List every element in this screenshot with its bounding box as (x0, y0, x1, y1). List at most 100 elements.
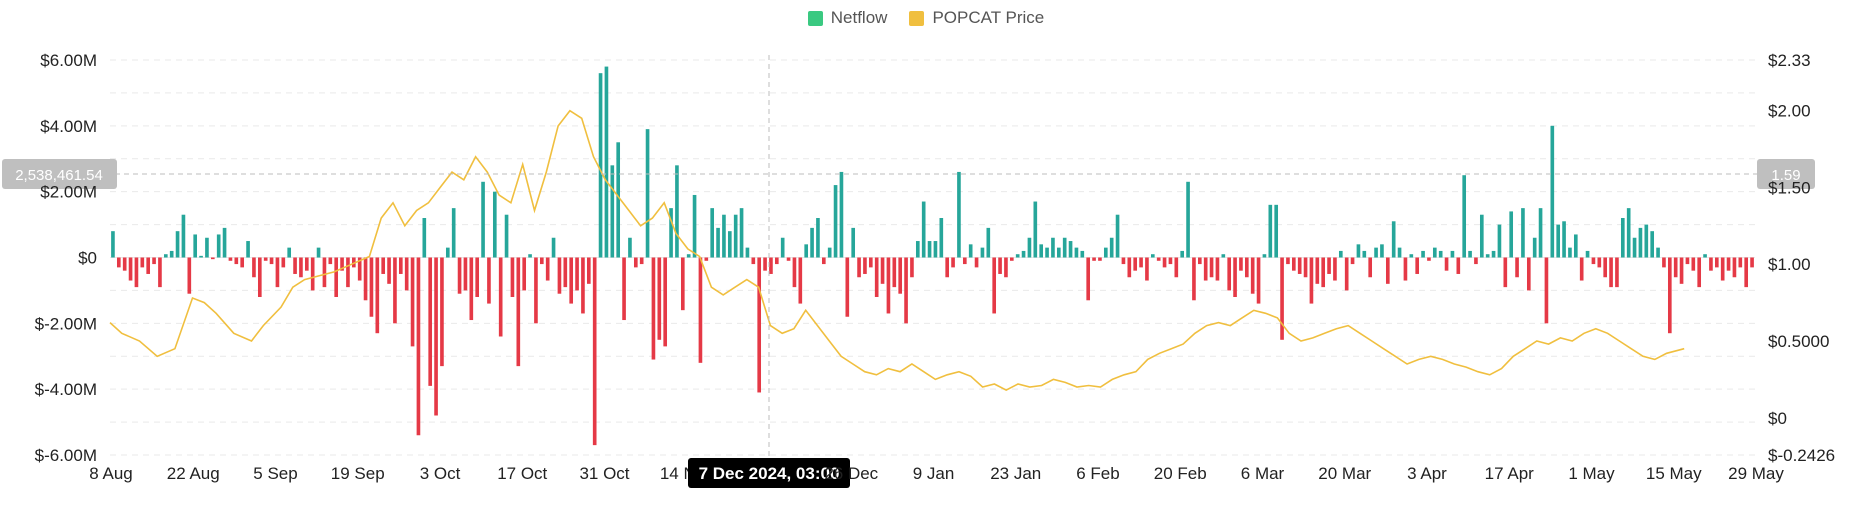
netflow-bar (1432, 247, 1437, 258)
netflow-bar (234, 257, 239, 265)
netflow-bar (428, 257, 433, 386)
netflow-bar (986, 227, 991, 258)
netflow-bar (1485, 254, 1490, 258)
x-axis: 8 Aug 22 Aug 5 Sep 19 Sep 3 Oct 17 Oct 31 Oct 1… (89, 458, 1784, 488)
netflow-bar (569, 257, 574, 304)
netflow-bar (504, 214, 509, 258)
netflow-bar (915, 241, 920, 258)
netflow-bar (1180, 250, 1185, 258)
netflow-bar (1738, 257, 1743, 268)
netflow-bar (269, 257, 274, 265)
netflow-bar (1415, 257, 1420, 274)
netflow-bar (951, 257, 955, 268)
netflow-bar (927, 241, 932, 258)
netflow-bar (874, 257, 879, 297)
netflow-bar (1732, 257, 1737, 278)
netflow-bar (1209, 257, 1214, 278)
netflow-bar (1256, 257, 1261, 304)
y-left-tick-label: $2.00M (40, 183, 97, 202)
netflow-bar (299, 257, 303, 278)
netflow-bar (487, 257, 491, 304)
y-right-tick-label: $1.50 (1768, 178, 1811, 197)
netflow-bar (481, 181, 485, 258)
netflow-bar (1021, 250, 1026, 258)
netflow-bar (1538, 208, 1543, 258)
netflow-bar (1133, 257, 1138, 271)
netflow-bar (492, 191, 497, 258)
y-axis-left: $6.00M $4.00M $2.00M $0 $-2.00M $-4.00M $-6.00… (35, 51, 97, 465)
netflow-bar (1709, 257, 1713, 271)
netflow-bar (1620, 218, 1625, 258)
netflow-bar (346, 257, 350, 288)
netflow-bar (651, 257, 656, 360)
netflow-bar (1027, 237, 1032, 258)
netflow-bar (363, 257, 368, 301)
netflow-bar (763, 257, 767, 271)
netflow-bar (1303, 257, 1308, 278)
netflow-bar (134, 257, 139, 288)
netflow-bar (163, 254, 168, 258)
netflow-bar (1338, 250, 1343, 258)
netflow-bar (1168, 257, 1173, 265)
netflow-bar (140, 257, 145, 268)
netflow-bar (1750, 257, 1754, 268)
legend-item-popcat-price[interactable]: POPCAT Price (909, 8, 1044, 28)
netflow-bar (945, 257, 950, 278)
netflow-bar (1521, 208, 1525, 258)
netflow-bar (252, 257, 256, 278)
x-tick-label: 6 Feb (1076, 464, 1119, 483)
netflow-bar (1550, 125, 1555, 258)
legend: Netflow POPCAT Price (0, 8, 1852, 28)
netflow-bar (745, 247, 750, 258)
netflow-bar (1009, 257, 1014, 261)
netflow-bar (557, 257, 562, 294)
netflow-bar (1368, 257, 1373, 278)
netflow-bar (804, 244, 809, 258)
x-tick-label: 9 Jan (913, 464, 955, 483)
netflow-bar (933, 241, 938, 258)
netflow-bar (1356, 244, 1361, 258)
netflow-bar (1638, 227, 1643, 258)
netflow-bar (633, 257, 638, 268)
netflow-bar (1197, 257, 1202, 265)
x-tick-label: 20 Feb (1154, 464, 1207, 483)
netflow-bar (604, 66, 609, 258)
netflow-bar (628, 237, 632, 258)
netflow-bar (398, 257, 403, 274)
netflow-bar (445, 247, 450, 258)
netflow-bar (1509, 211, 1514, 258)
netflow-bar (1544, 257, 1549, 324)
netflow-bar (1139, 257, 1143, 268)
netflow-bar (727, 231, 732, 258)
netflow-bar (1615, 257, 1619, 288)
netflow-bar (1685, 257, 1690, 265)
netflow-bar (528, 254, 532, 258)
x-tick-label: 17 Oct (497, 464, 547, 483)
netflow-bar (910, 257, 914, 278)
netflow-bar (921, 201, 926, 258)
netflow-bar (1744, 257, 1749, 288)
netflow-bar (1056, 247, 1061, 258)
netflow-bar (1644, 224, 1649, 258)
netflow-bar (539, 257, 544, 265)
netflow-bar (1268, 204, 1273, 258)
netflow-bar (146, 257, 151, 274)
netflow-bar (545, 257, 550, 281)
netflow-bar (111, 231, 115, 258)
netflow-bar (246, 241, 250, 258)
netflow-bar (1374, 247, 1378, 258)
y-right-tick-label: $2.00 (1768, 102, 1811, 121)
netflow-bar (586, 257, 591, 284)
netflow-bar (1221, 254, 1226, 258)
netflow-bar (1632, 237, 1637, 258)
netflow-bar (1532, 237, 1537, 258)
netflow-bar (663, 257, 668, 347)
netflow-bar (639, 257, 644, 265)
netflow-bar (469, 257, 474, 321)
legend-item-netflow[interactable]: Netflow (807, 8, 887, 28)
netflow-bar (898, 257, 903, 294)
netflow-bar (169, 250, 174, 258)
netflow-bar (410, 257, 415, 347)
